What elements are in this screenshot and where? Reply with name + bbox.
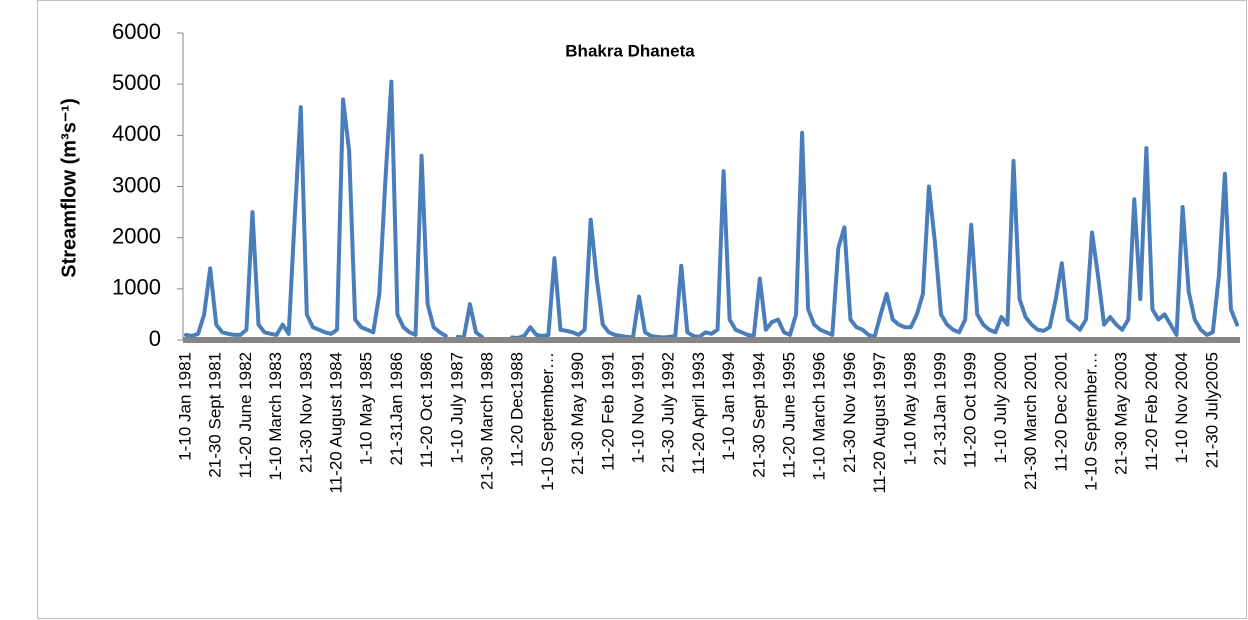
x-tick-label: 21-30 May 2003 bbox=[1112, 352, 1131, 475]
x-tick-label: 11-20 Dec 2001 bbox=[1051, 352, 1070, 472]
x-tick-label: 21-31Jan 1986 bbox=[387, 352, 406, 465]
x-tick-label: 21-30 Sept 1994 bbox=[749, 352, 768, 478]
x-tick-label: 21-30 March 1988 bbox=[478, 352, 497, 490]
y-axis-label: Streamflow (m³s⁻¹) bbox=[58, 98, 80, 277]
x-tick-label: 1-10 Nov 2004 bbox=[1172, 352, 1191, 464]
x-tick-label: 21-30 July 1992 bbox=[659, 352, 678, 473]
x-tick-label: 11-20 Dec1988 bbox=[508, 352, 527, 467]
x-tick-label: 1-10 May 1998 bbox=[900, 352, 919, 465]
y-tick-label: 4000 bbox=[112, 121, 161, 146]
x-tick-label: 11-20 August 1984 bbox=[327, 352, 346, 493]
x-tick-label: 21-30 July2005 bbox=[1202, 352, 1221, 468]
x-tick-label: 21-30 March 2001 bbox=[1021, 352, 1040, 490]
x-tick-label: 11-20 Oct 1999 bbox=[961, 352, 980, 468]
y-tick-label: 3000 bbox=[112, 172, 161, 197]
chart-title: Bhakra Dhaneta bbox=[565, 41, 695, 60]
y-tick-label: 2000 bbox=[112, 223, 161, 248]
x-tick-label: 1-10 March 1996 bbox=[810, 352, 829, 481]
x-tick-label: 11-20 Oct 1986 bbox=[417, 352, 436, 468]
x-tick-label: 11-20 Feb 2004 bbox=[1142, 352, 1161, 471]
x-tick-label: 1-10 Nov 1991 bbox=[629, 352, 648, 464]
x-tick-label: 1-10 September… bbox=[1082, 352, 1101, 491]
y-tick-label: 1000 bbox=[112, 275, 161, 300]
x-tick-label: 1-10 July 2000 bbox=[991, 352, 1010, 464]
y-tick-label: 0 bbox=[149, 326, 161, 351]
x-tick-label: 1-10 Jan 1981 bbox=[176, 352, 195, 461]
x-tick-label: 11-20 June 1982 bbox=[236, 352, 255, 478]
y-tick-label: 6000 bbox=[112, 19, 161, 44]
x-tick-label: 11-20 June 1995 bbox=[780, 352, 799, 478]
x-tick-label: 21-30 Sept 1981 bbox=[206, 352, 225, 478]
y-tick-label: 5000 bbox=[112, 70, 161, 95]
x-tick-label: 21-30 Nov 1996 bbox=[840, 352, 859, 473]
x-tick-label: 1-10 May 1985 bbox=[357, 352, 376, 465]
x-tick-label: 21-30 May 1990 bbox=[568, 352, 587, 475]
x-tick-label: 1-10 July 1987 bbox=[447, 352, 466, 464]
x-tick-label: 1-10 September… bbox=[538, 352, 557, 491]
x-tick-label: 21-30 Nov 1983 bbox=[296, 352, 315, 473]
x-tick-label: 11-20 August 1997 bbox=[870, 352, 889, 493]
x-tick-label: 11-20 Feb 1991 bbox=[598, 352, 617, 471]
x-tick-label: 11-20 April 1993 bbox=[689, 352, 708, 475]
x-tick-label: 1-10 March 1983 bbox=[266, 352, 285, 481]
x-tick-label: 21-31Jan 1999 bbox=[931, 352, 950, 465]
x-tick-label: 1-10 Jan 1994 bbox=[719, 352, 738, 461]
